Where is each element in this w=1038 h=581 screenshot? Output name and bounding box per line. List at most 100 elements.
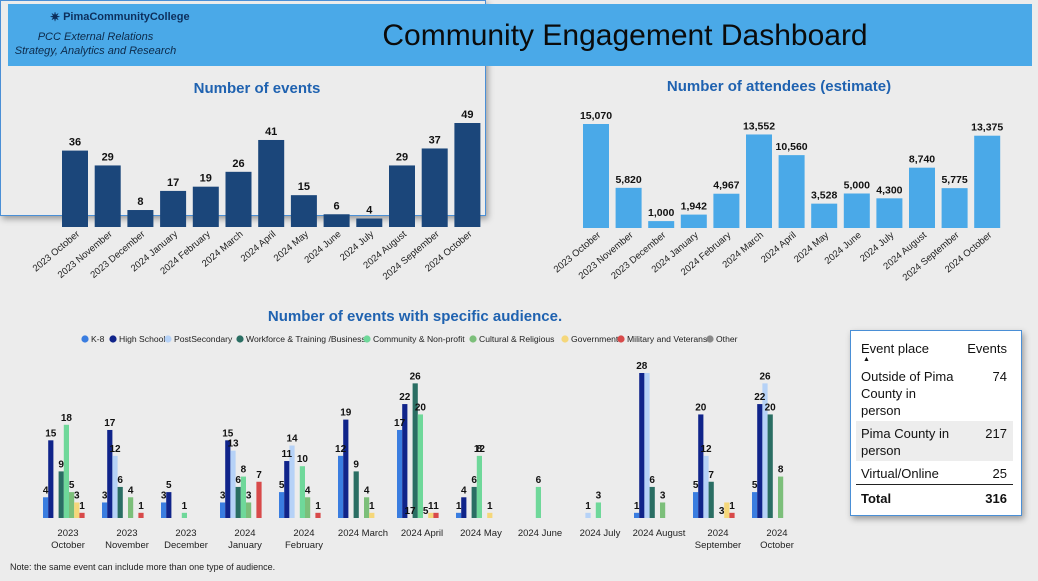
attendees-data-label: 13,552	[743, 120, 775, 132]
events-chart-title: Number of events	[194, 80, 321, 97]
audience-bar	[279, 492, 285, 518]
audience-data-label: 1	[315, 501, 321, 512]
attendees-bar	[680, 214, 707, 228]
audience-bar	[698, 414, 704, 518]
audience-data-label: 5	[279, 480, 285, 491]
audience-bar	[595, 502, 601, 518]
audience-bar	[256, 481, 262, 518]
audience-bar	[299, 466, 305, 518]
col-header-place[interactable]: Event place ▲	[856, 335, 962, 364]
audience-bar	[456, 512, 462, 518]
audience-bar	[79, 512, 85, 518]
audience-tick-label: 2023	[116, 528, 137, 539]
events-bar	[389, 165, 415, 227]
audience-bar	[353, 471, 359, 518]
audience-tick-label: 2024 May	[460, 528, 502, 539]
events-data-label: 41	[265, 126, 277, 138]
audience-data-label: 15	[45, 428, 57, 439]
attendees-tick-label: 2024 April	[759, 230, 798, 266]
audience-bar	[48, 440, 54, 518]
total-events: 316	[962, 484, 1013, 509]
audience-data-label: 9	[58, 459, 64, 470]
audience-bar	[535, 486, 541, 518]
audience-tick-label: 2023	[175, 528, 196, 539]
attendees-bar	[909, 167, 935, 228]
audience-data-label: 14	[286, 434, 298, 445]
events-bar	[62, 150, 88, 227]
audience-data-label: 4	[364, 485, 370, 496]
audience-chart-title: Number of events with specific audience.	[268, 308, 562, 325]
row-place: Virtual/Online	[861, 466, 939, 481]
audience-bar	[762, 383, 768, 518]
audience-data-label: 26	[410, 371, 422, 382]
audience-data-label: 1	[369, 501, 375, 512]
triangle-up-icon: ▲	[863, 356, 870, 363]
events-bar	[290, 195, 317, 227]
college-logo: ✷ PimaCommunityCollege	[50, 10, 190, 24]
attendees-bar	[876, 198, 903, 228]
audience-bar	[461, 497, 467, 518]
audience-bar	[58, 471, 64, 518]
audience-bar	[338, 455, 344, 518]
audience-data-label: 17	[404, 506, 416, 517]
audience-data-label: 8	[477, 444, 483, 455]
audience-bar	[369, 512, 375, 518]
audience-tick-label: October	[760, 540, 794, 551]
legend-entry: K-8	[91, 334, 105, 344]
attendees-data-label: 3,528	[811, 190, 837, 202]
attendees-bar	[615, 187, 642, 228]
audience-bar	[128, 497, 134, 518]
audience-data-label: 6	[117, 475, 123, 486]
audience-data-label: 3	[596, 490, 602, 501]
audience-data-label: 4	[128, 485, 134, 496]
attendees-data-label: 1,000	[648, 207, 674, 219]
col-header-events[interactable]: Events	[967, 341, 1007, 356]
events-tick-label: 2024 September	[381, 229, 442, 283]
audience-bar	[412, 383, 418, 518]
audience-bar	[284, 461, 290, 518]
attendees-bar	[941, 188, 968, 228]
audience-bar	[246, 502, 252, 518]
attendees-data-label: 5,820	[615, 174, 641, 186]
audience-tick-label: 2024	[293, 528, 314, 539]
audience-data-label: 19	[340, 408, 352, 419]
dashboard-title: Community Engagement Dashboard	[382, 19, 868, 52]
attendees-tick-label: 2024 September	[901, 230, 962, 284]
table-row: Outside of Pima County in person 74	[856, 364, 1013, 421]
events-data-label: 36	[69, 137, 81, 149]
events-data-label: 6	[334, 200, 340, 212]
legend-entry: Other	[716, 334, 738, 344]
audience-bar	[240, 476, 246, 518]
audience-tick-label: 2023	[57, 528, 78, 539]
audience-data-label: 5	[693, 480, 699, 491]
legend-entry: Workforce & Training /Business	[246, 334, 366, 344]
audience-bar	[428, 512, 434, 518]
row-events: 25	[992, 466, 1007, 481]
audience-bar	[138, 512, 144, 518]
audience-tick-label: November	[105, 540, 149, 551]
row-place: Pima County in person	[856, 421, 963, 461]
legend-entry: Government	[571, 334, 619, 344]
audience-bar	[181, 512, 187, 518]
audience-data-label: 8	[778, 465, 784, 476]
audience-bar	[757, 404, 763, 518]
attendees-tick-label: 2024 June	[823, 230, 864, 267]
audience-data-label: 7	[708, 470, 714, 481]
audience-tick-label: February	[285, 540, 323, 551]
audience-data-label: 3	[719, 506, 725, 517]
audience-bar	[660, 502, 666, 518]
events-bar	[454, 123, 481, 227]
events-bar	[160, 190, 187, 227]
audience-data-label: 4	[305, 485, 311, 496]
audience-tick-label: January	[228, 540, 262, 551]
audience-bar	[729, 512, 735, 518]
attendees-bar	[843, 193, 870, 228]
attendees-data-label: 4,967	[713, 180, 739, 192]
audience-bar	[644, 373, 650, 518]
audience-tick-label: 2024	[766, 528, 787, 539]
audience-data-label: 11	[282, 449, 293, 460]
attendees-data-label: 1,942	[681, 201, 707, 213]
audience-data-label: 1	[634, 501, 640, 512]
attendees-bar	[778, 155, 805, 228]
